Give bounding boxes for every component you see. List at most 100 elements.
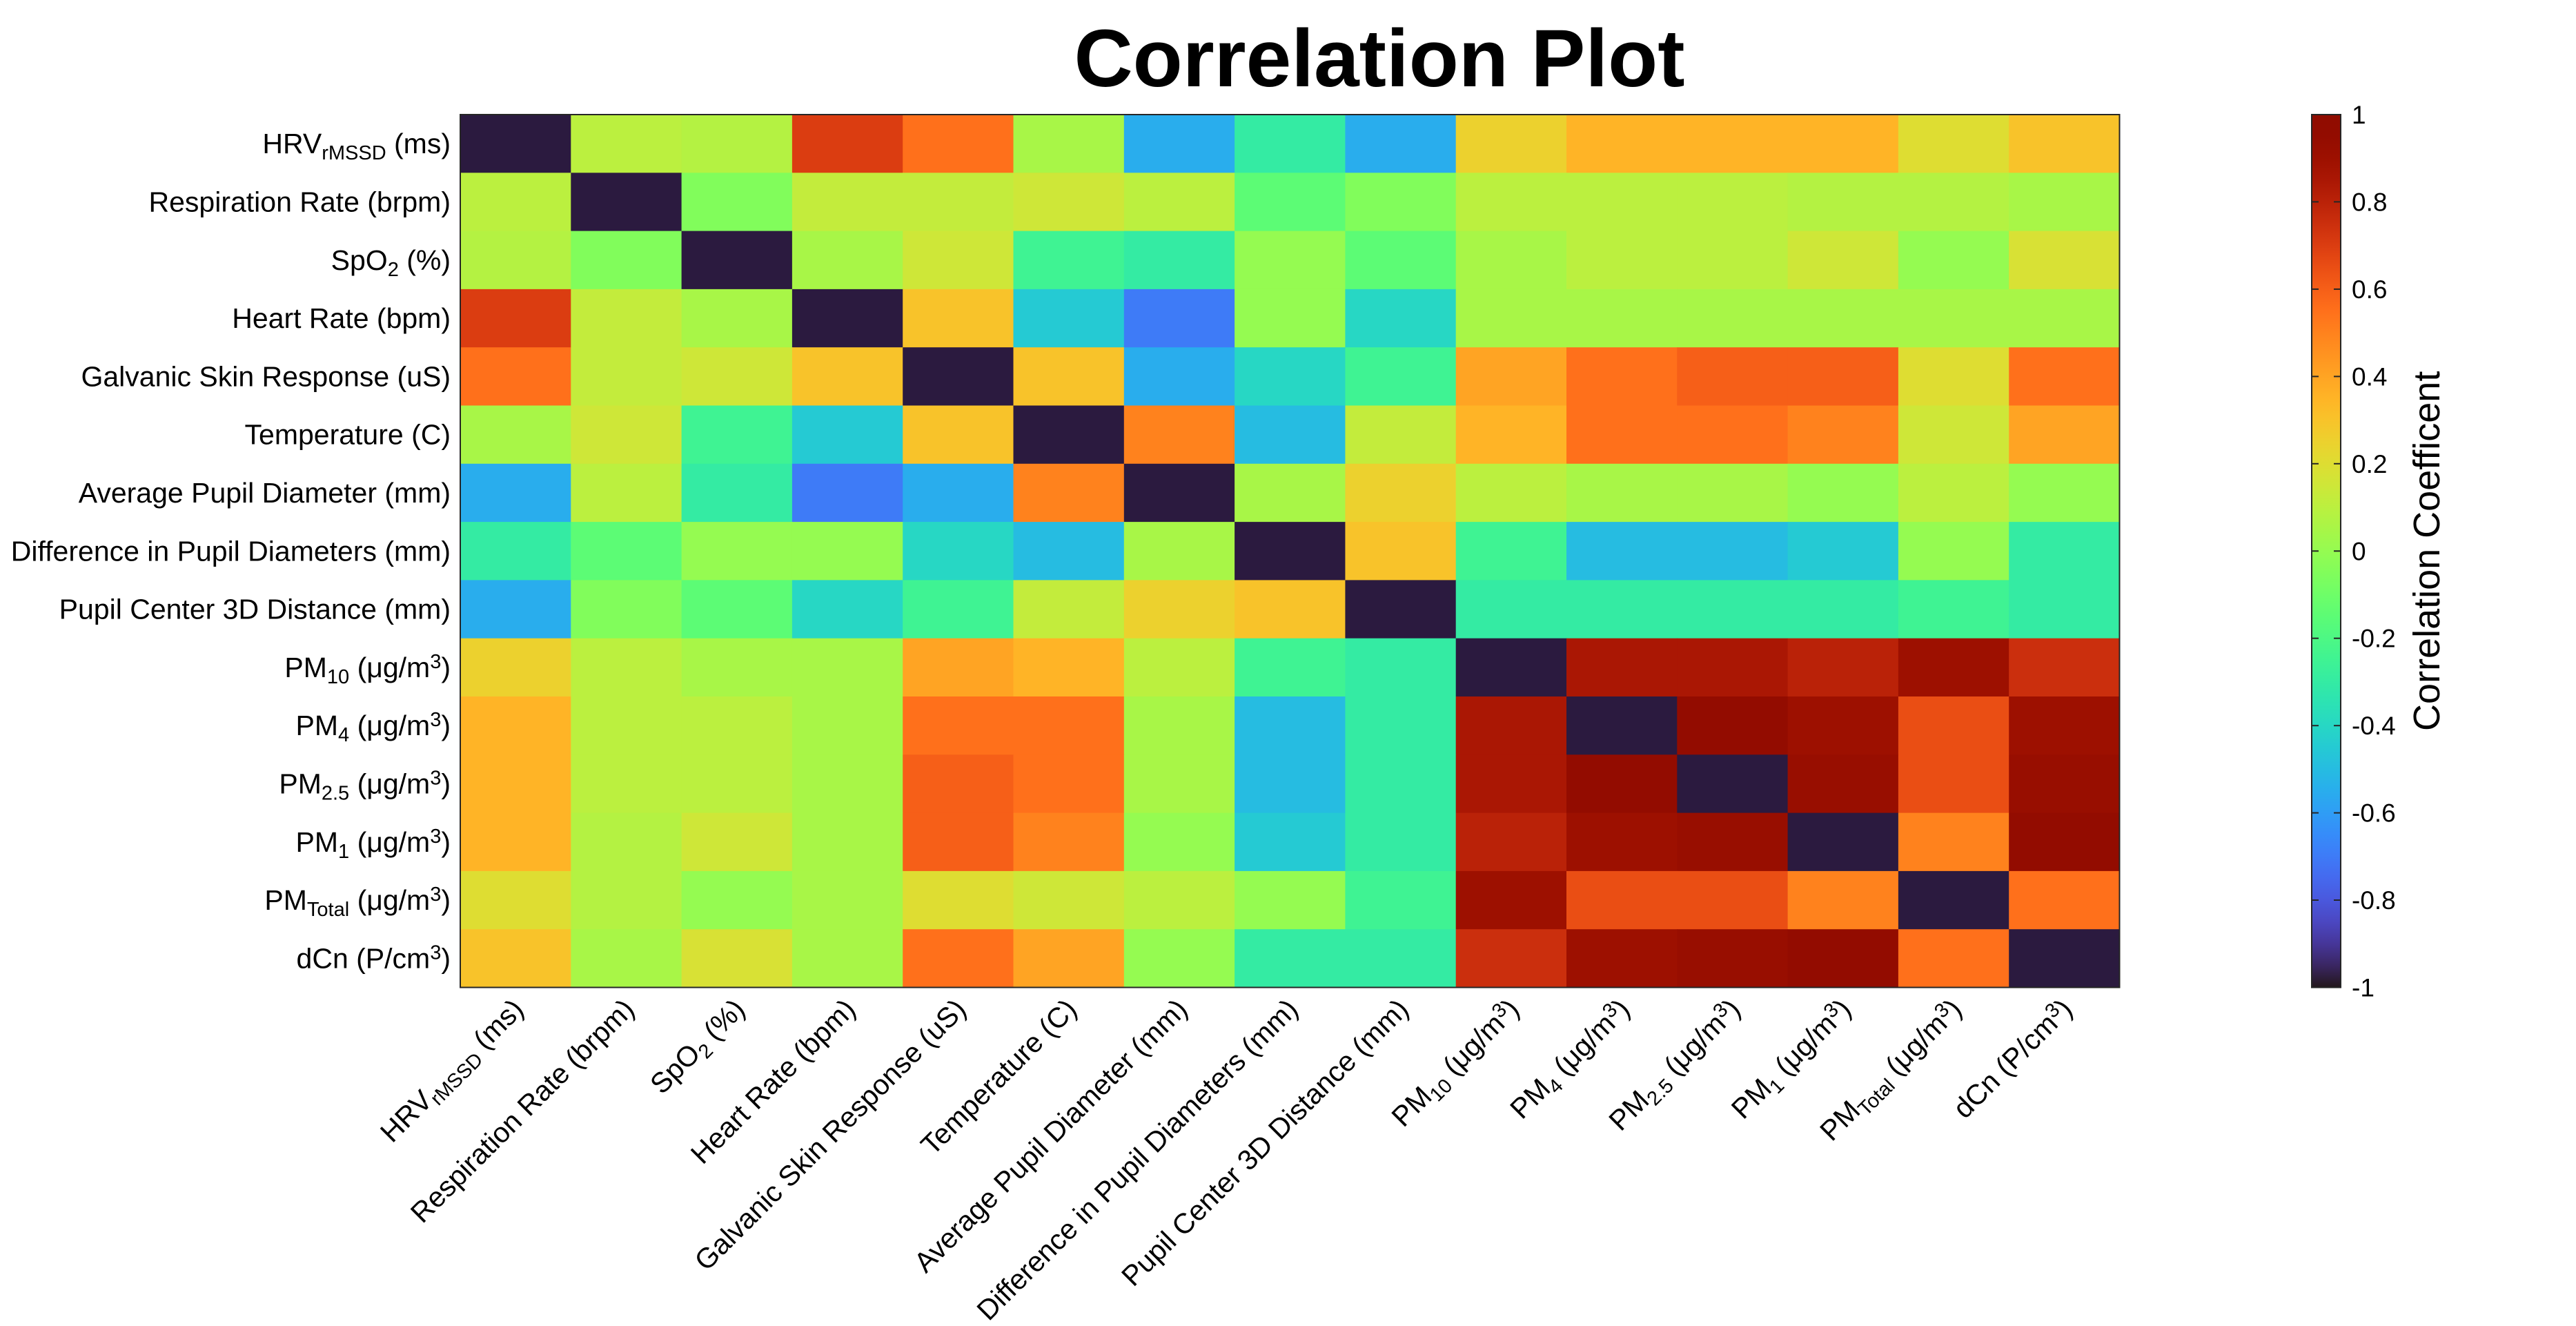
heatmap-cell-r2-c0: [460, 231, 571, 290]
heatmap-cell-r6-c2: [681, 463, 793, 523]
heatmap-cell-r2-c5: [1013, 231, 1125, 290]
colorbar-tick-label-1: 0.8: [2352, 188, 2387, 216]
heatmap-cell-r13-c11: [1677, 870, 1789, 930]
heatmap-cell-r2-c11: [1677, 231, 1789, 290]
heatmap-cell-r11-c12: [1787, 754, 1899, 814]
y-tick-label-9: PM10 (μg/m3): [284, 651, 451, 688]
heatmap-cell-r2-c6: [1123, 231, 1235, 290]
colorbar-tick-label-8: -0.6: [2352, 799, 2396, 828]
heatmap-cell-r0-c5: [1013, 115, 1125, 173]
heatmap-cell-r11-c11: [1677, 754, 1789, 814]
colorbar-tick-label-10: -1: [2352, 974, 2375, 1002]
heatmap-cell-r4-c10: [1566, 347, 1678, 407]
heatmap-cell-r6-c4: [903, 463, 1014, 523]
heatmap-cell-r0-c14: [2009, 115, 2121, 173]
heatmap-cell-r12-c10: [1566, 812, 1678, 872]
heatmap-cells: [460, 114, 2121, 988]
heatmap-cell-r14-c6: [1123, 929, 1235, 988]
heatmap-cell-r6-c3: [792, 463, 903, 523]
heatmap-cell-r12-c5: [1013, 812, 1125, 872]
heatmap-cell-r7-c7: [1235, 522, 1346, 581]
heatmap-cell-r1-c3: [792, 173, 903, 232]
heatmap-cell-r1-c5: [1013, 173, 1125, 232]
heatmap-cell-r8-c3: [792, 580, 903, 639]
heatmap-cell-r11-c13: [1898, 754, 2009, 814]
heatmap-cell-r10-c14: [2009, 696, 2121, 755]
heatmap-cell-r11-c5: [1013, 754, 1125, 814]
heatmap-cell-r2-c4: [903, 231, 1014, 290]
heatmap-cell-r3-c9: [1455, 289, 1567, 348]
heatmap-cell-r8-c14: [2009, 580, 2121, 639]
y-tick-label-12: PM1 (μg/m3): [296, 826, 451, 863]
heatmap-cell-r9-c3: [792, 638, 903, 697]
heatmap-cell-r1-c7: [1235, 173, 1346, 232]
heatmap-cell-r12-c13: [1898, 812, 2009, 872]
heatmap-cell-r8-c10: [1566, 580, 1678, 639]
heatmap-cell-r8-c9: [1455, 580, 1567, 639]
heatmap-cell-r6-c9: [1455, 463, 1567, 523]
heatmap-cell-r7-c6: [1123, 522, 1235, 581]
heatmap-cell-r1-c12: [1787, 173, 1899, 232]
heatmap-cell-r10-c0: [460, 696, 571, 755]
heatmap-cell-r14-c2: [681, 929, 793, 988]
colorbar-tick-label-6: -0.2: [2352, 625, 2396, 653]
heatmap-cell-r0-c2: [681, 115, 793, 173]
heatmap-cell-r10-c12: [1787, 696, 1899, 755]
heatmap-cell-r10-c8: [1345, 696, 1457, 755]
heatmap-cell-r0-c7: [1235, 115, 1346, 173]
heatmap-cell-r0-c3: [792, 115, 903, 173]
x-tick-label-1: Respiration Rate (brpm): [404, 993, 640, 1229]
heatmap-cell-r3-c5: [1013, 289, 1125, 348]
heatmap-cell-r14-c7: [1235, 929, 1346, 988]
heatmap-cell-r1-c6: [1123, 173, 1235, 232]
heatmap-cell-r14-c14: [2009, 929, 2121, 988]
colorbar-tick-label-2: 0.6: [2352, 275, 2387, 304]
y-tick-label-5: Temperature (C): [245, 419, 451, 451]
heatmap-cell-r12-c11: [1677, 812, 1789, 872]
heatmap-cell-r0-c9: [1455, 115, 1567, 173]
heatmap-cell-r3-c12: [1787, 289, 1899, 348]
heatmap-cell-r14-c12: [1787, 929, 1899, 988]
heatmap-cell-r3-c10: [1566, 289, 1678, 348]
heatmap-cell-r7-c14: [2009, 522, 2121, 581]
heatmap-cell-r13-c6: [1123, 870, 1235, 930]
heatmap-cell-r5-c3: [792, 405, 903, 465]
heatmap-cell-r12-c7: [1235, 812, 1346, 872]
y-tick-label-2: SpO2 (%): [331, 244, 451, 281]
colorbar-tick-label-3: 0.4: [2352, 362, 2387, 391]
heatmap-cell-r13-c7: [1235, 870, 1346, 930]
heatmap-cell-r2-c13: [1898, 231, 2009, 290]
heatmap-cell-r5-c1: [571, 405, 682, 465]
heatmap-cell-r13-c12: [1787, 870, 1899, 930]
heatmap-cell-r7-c0: [460, 522, 571, 581]
x-tick-label-2: SpO2 (%): [644, 993, 754, 1103]
heatmap-cell-r2-c12: [1787, 231, 1899, 290]
heatmap-cell-r7-c1: [571, 522, 682, 581]
heatmap-cell-r3-c1: [571, 289, 682, 348]
heatmap-cell-r8-c1: [571, 580, 682, 639]
heatmap-cell-r0-c1: [571, 115, 682, 173]
y-tick-label-1: Respiration Rate (brpm): [149, 186, 451, 217]
heatmap-cell-r13-c3: [792, 870, 903, 930]
heatmap-cell-r14-c3: [792, 929, 903, 988]
heatmap-cell-r7-c3: [792, 522, 903, 581]
heatmap-cell-r5-c6: [1123, 405, 1235, 465]
heatmap-cell-r12-c14: [2009, 812, 2121, 872]
y-tick-label-6: Average Pupil Diameter (mm): [79, 477, 451, 509]
heatmap-cell-r5-c10: [1566, 405, 1678, 465]
heatmap-cell-r2-c2: [681, 231, 793, 290]
heatmap-cell-r4-c0: [460, 347, 571, 407]
heatmap-cell-r10-c6: [1123, 696, 1235, 755]
heatmap-cell-r13-c8: [1345, 870, 1457, 930]
heatmap-cell-r6-c6: [1123, 463, 1235, 523]
heatmap-cell-r1-c0: [460, 173, 571, 232]
heatmap-cell-r4-c7: [1235, 347, 1346, 407]
colorbar-tick-label-4: 0.2: [2352, 450, 2387, 478]
heatmap-cell-r12-c6: [1123, 812, 1235, 872]
heatmap-cell-r13-c9: [1455, 870, 1567, 930]
heatmap-cell-r1-c8: [1345, 173, 1457, 232]
colorbar-label: Correlation Coefficent: [2406, 371, 2448, 731]
heatmap-cell-r4-c12: [1787, 347, 1899, 407]
heatmap-cell-r4-c8: [1345, 347, 1457, 407]
